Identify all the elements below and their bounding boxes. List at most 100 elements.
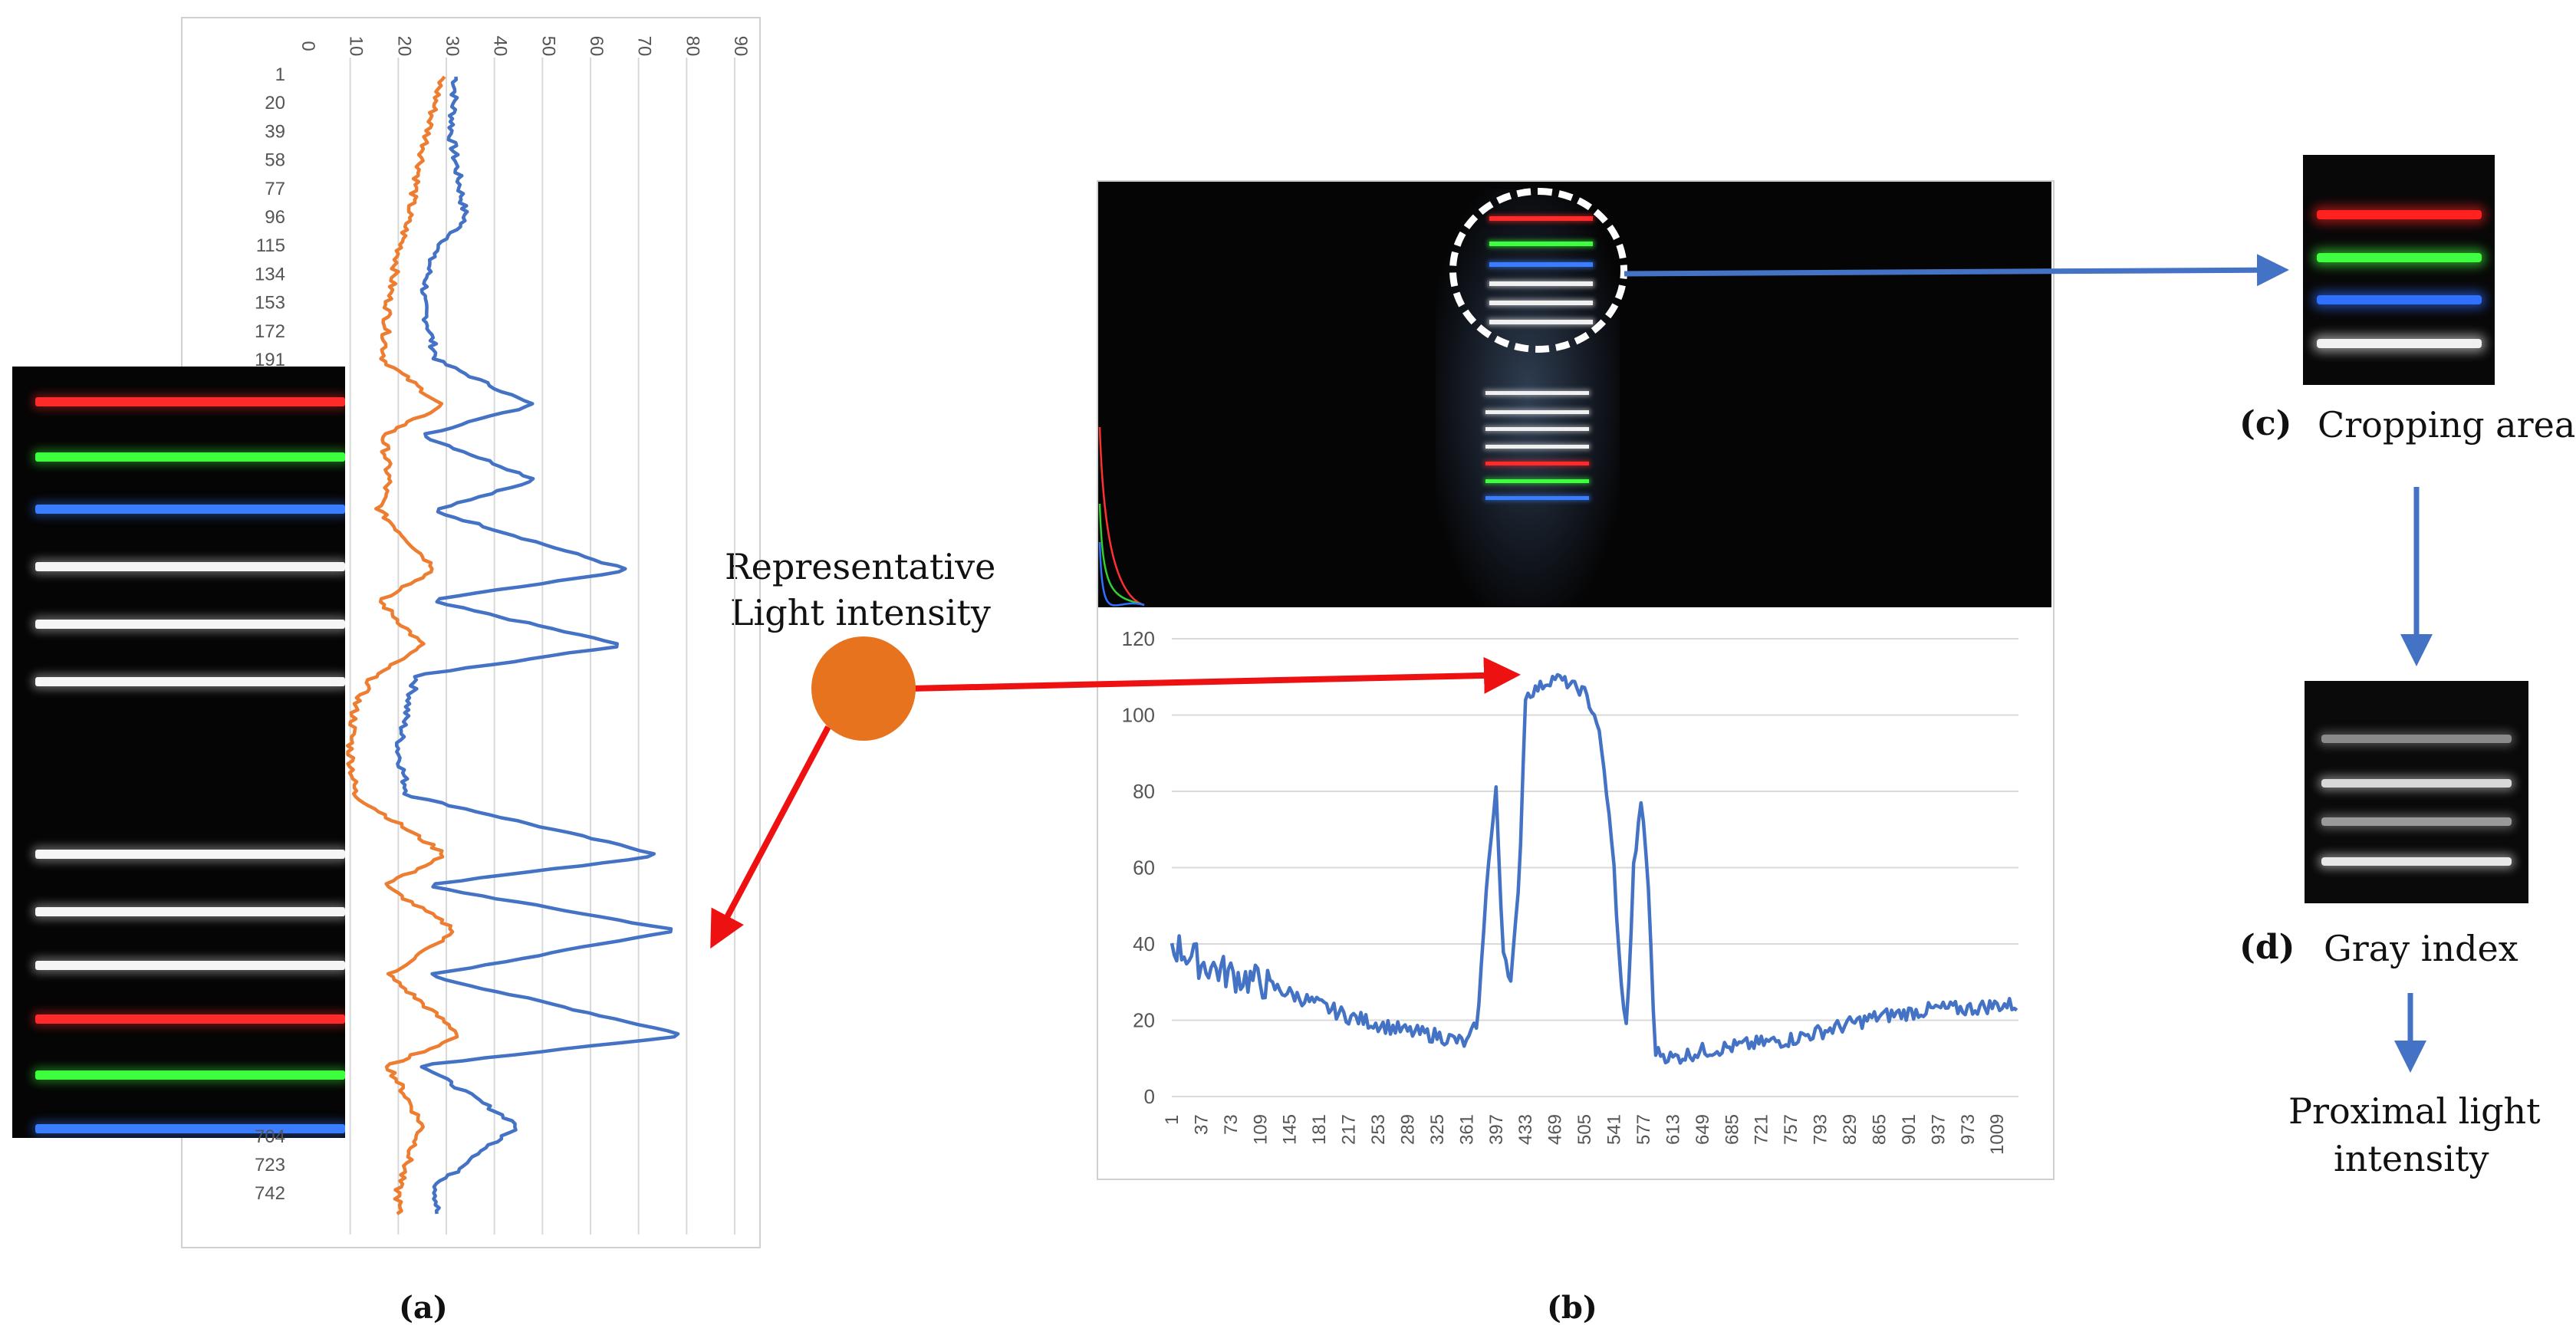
led-bar <box>35 505 345 514</box>
led-bar <box>1485 427 1589 431</box>
x-tick-label: 397 <box>1486 1114 1507 1145</box>
result-caption-line2: intensity <box>2334 1138 2489 1179</box>
x-tick-label: 325 <box>1427 1114 1448 1145</box>
gray-bar <box>2321 817 2512 826</box>
inset-curves <box>1098 426 1145 607</box>
x-tick-label: 1009 <box>1987 1114 2008 1155</box>
panel-c-label: (c) <box>2239 404 2292 443</box>
inset-curve <box>1098 503 1145 607</box>
x-tick-label: 145 <box>1280 1114 1301 1145</box>
led-bar <box>1485 462 1589 465</box>
result-caption-line1: Proximal light <box>2288 1090 2541 1132</box>
blue-series-line <box>394 76 680 1215</box>
row-tick-label: 134 <box>255 264 285 284</box>
y-tick-label: 0 <box>1144 1085 1155 1108</box>
inset-curve <box>1098 541 1145 607</box>
blue-series-line <box>1170 672 2018 1065</box>
x-tick-label: 361 <box>1456 1114 1477 1145</box>
blue-arrow-to-crop <box>1624 254 2289 287</box>
row-tick-label: 115 <box>256 235 285 256</box>
led-bar <box>1485 410 1589 414</box>
x-tick-label: 541 <box>1604 1114 1625 1145</box>
red-arrow-to-panel-b <box>909 656 1521 694</box>
x-tick-label: 577 <box>1633 1114 1654 1145</box>
y-tick-label: 40 <box>1133 932 1155 955</box>
y-tick-label: 120 <box>1122 627 1155 650</box>
y-tick-label: 100 <box>1122 704 1155 727</box>
led-bar <box>35 397 345 406</box>
y-tick-label: 60 <box>1133 857 1155 880</box>
x-tick-label: 901 <box>1899 1114 1920 1145</box>
x-tick-label: 60 <box>586 36 607 57</box>
panel-d-label: (d) <box>2239 928 2295 967</box>
x-tick-label: 289 <box>1397 1114 1418 1145</box>
y-tick-label: 20 <box>1133 1009 1155 1032</box>
gray-bar <box>2321 857 2512 866</box>
panel-c-cropped-image <box>2303 155 2495 385</box>
panel-b-photo <box>1098 182 2051 607</box>
led-bar <box>2317 210 2482 219</box>
arrows <box>710 254 2433 1073</box>
x-tick-label: 433 <box>1515 1114 1536 1145</box>
led-bar <box>2317 253 2482 262</box>
led-bar <box>1485 445 1589 449</box>
x-tick-label: 40 <box>490 36 511 57</box>
orange-series-line <box>345 75 459 1215</box>
row-tick-label: 77 <box>265 179 285 199</box>
led-bar <box>35 620 345 629</box>
x-tick-label: 793 <box>1811 1114 1831 1145</box>
x-tick-label: 469 <box>1545 1114 1566 1145</box>
panel-b-chart: 0 20 40 60 80 100 120 1 37 73 109 145 181 217 253 289 32… <box>1122 627 2018 1155</box>
x-tick-label: 30 <box>442 36 462 57</box>
x-tick-label: 649 <box>1693 1114 1713 1145</box>
led-bar <box>35 907 345 916</box>
x-tick-label: 613 <box>1663 1114 1683 1145</box>
x-tick-label: 937 <box>1928 1114 1949 1145</box>
x-tick-label: 0 <box>298 41 318 51</box>
row-tick-label: 172 <box>255 321 285 342</box>
row-tick-label: 723 <box>255 1155 285 1176</box>
row-tick-label: 742 <box>255 1183 285 1204</box>
x-tick-label: 973 <box>1958 1114 1979 1145</box>
x-tick-label: 80 <box>682 36 702 57</box>
y-tick-label: 80 <box>1133 780 1155 803</box>
panel-d-gray-image <box>2305 681 2528 903</box>
x-tick-label: 37 <box>1191 1114 1212 1135</box>
x-tick-label: 721 <box>1752 1114 1772 1145</box>
x-tick-label: 109 <box>1250 1114 1271 1145</box>
led-bar <box>1485 479 1589 483</box>
x-tick-label: 70 <box>634 36 655 57</box>
led-bar <box>1485 391 1589 395</box>
x-tick-label: 757 <box>1781 1114 1801 1145</box>
x-tick-label: 865 <box>1869 1114 1890 1145</box>
row-tick-label: 20 <box>265 93 285 113</box>
led-bar <box>35 1014 345 1024</box>
crop-circle <box>1449 188 1627 353</box>
row-tick-label: 96 <box>265 207 285 228</box>
x-tick-label: 685 <box>1722 1114 1742 1145</box>
led-bar <box>2317 295 2482 304</box>
x-tick-label: 181 <box>1309 1114 1330 1145</box>
annotation-line1: Representative <box>725 546 996 587</box>
led-bar <box>35 850 345 859</box>
red-arrow-to-panel-a <box>710 725 831 949</box>
led-bar <box>35 1124 345 1133</box>
x-tick-label: 10 <box>346 36 367 57</box>
led-bar <box>1485 496 1589 500</box>
x-tick-label: 217 <box>1339 1114 1360 1145</box>
annotation-line2: Light intensity <box>730 592 991 633</box>
x-tick-label: 73 <box>1221 1114 1242 1135</box>
row-tick-label: 1 <box>275 64 285 85</box>
panel-d-caption: Gray index <box>2324 928 2518 969</box>
panel-a-chart: 0 10 20 30 40 50 60 70 80 90 1 20 39 58 77 96 115 134 153 1… <box>255 36 751 1235</box>
gray-bar <box>2321 779 2512 788</box>
led-bar <box>35 452 345 462</box>
led-bar <box>2317 339 2482 348</box>
x-tick-label: 50 <box>538 36 558 57</box>
panel-c-caption: Cropping area <box>2318 404 2576 446</box>
row-tick-label: 58 <box>265 150 285 171</box>
x-tick-label: 829 <box>1840 1114 1860 1145</box>
x-tick-label: 90 <box>730 36 751 57</box>
row-tick-label: 153 <box>255 293 285 314</box>
